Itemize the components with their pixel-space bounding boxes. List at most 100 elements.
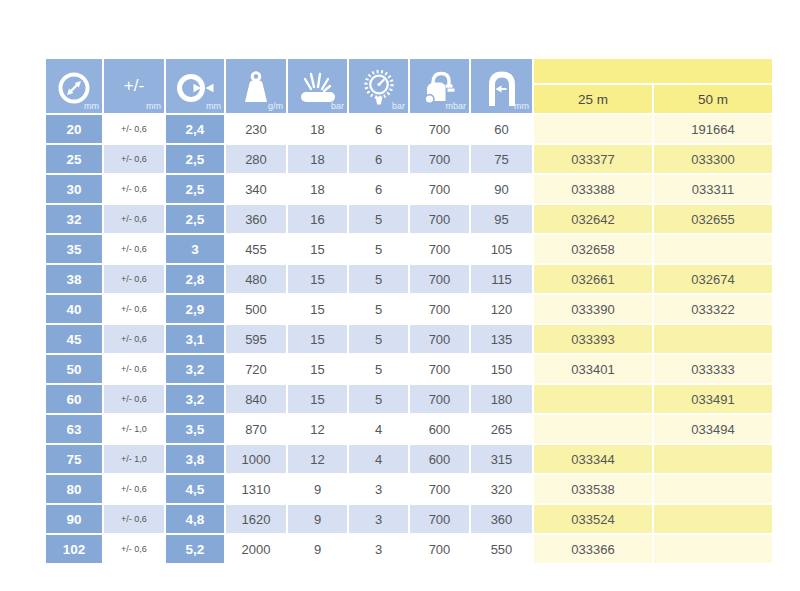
cell-weight: 340 <box>226 175 286 203</box>
cell-vacuum: 700 <box>410 175 469 203</box>
cell-working-pressure: 5 <box>349 265 408 293</box>
table-row: 20+/- 0,62,423018670060191664 <box>46 115 772 143</box>
cell-inner-diameter: 80 <box>46 475 102 503</box>
cell-article-25m: 033366 <box>534 535 652 563</box>
cell-article-25m <box>534 385 652 413</box>
cell-burst-pressure: 18 <box>288 175 347 203</box>
wall-thickness-header: mm <box>166 59 224 113</box>
cell-article-25m: 033524 <box>534 505 652 533</box>
cell-article-50m <box>654 475 772 503</box>
cell-wall-thickness: 5,2 <box>166 535 224 563</box>
table-row: 45+/- 0,63,1595155700135033393 <box>46 325 772 353</box>
cell-wall-thickness: 3 <box>166 235 224 263</box>
cell-tolerance: +/- 1,0 <box>104 445 164 473</box>
cell-article-50m: 032674 <box>654 265 772 293</box>
cell-bend-radius: 75 <box>471 145 532 173</box>
cell-article-25m: 033390 <box>534 295 652 323</box>
cell-article-25m <box>534 415 652 443</box>
cell-wall-thickness: 2,9 <box>166 295 224 323</box>
cell-inner-diameter: 50 <box>46 355 102 383</box>
cell-tolerance: +/- 0,6 <box>104 295 164 323</box>
cell-bend-radius: 60 <box>471 115 532 143</box>
cell-vacuum: 700 <box>410 385 469 413</box>
cell-inner-diameter: 38 <box>46 265 102 293</box>
cell-wall-thickness: 3,2 <box>166 385 224 413</box>
cell-tolerance: +/- 0,6 <box>104 145 164 173</box>
cell-tolerance: +/- 0,6 <box>104 535 164 563</box>
cell-burst-pressure: 9 <box>288 535 347 563</box>
cell-working-pressure: 6 <box>349 115 408 143</box>
cell-working-pressure: 3 <box>349 535 408 563</box>
cell-working-pressure: 5 <box>349 325 408 353</box>
unit-label: mm <box>514 102 529 111</box>
cell-article-25m: 032661 <box>534 265 652 293</box>
cell-vacuum: 700 <box>410 535 469 563</box>
cell-tolerance: +/- 0,6 <box>104 175 164 203</box>
cell-tolerance: +/- 0,6 <box>104 505 164 533</box>
cell-article-25m: 033344 <box>534 445 652 473</box>
cell-vacuum: 700 <box>410 265 469 293</box>
cell-article-25m <box>534 115 652 143</box>
burst-pressure-header: bar <box>288 59 347 113</box>
tolerance-symbol: +/- <box>104 66 164 106</box>
cell-weight: 1310 <box>226 475 286 503</box>
hose-spec-table: mm +/- mm mm <box>44 57 774 565</box>
table-row: 102+/- 0,65,2200093700550033366 <box>46 535 772 563</box>
cell-bend-radius: 90 <box>471 175 532 203</box>
cell-tolerance: +/- 0,6 <box>104 475 164 503</box>
cell-inner-diameter: 30 <box>46 175 102 203</box>
cell-working-pressure: 3 <box>349 505 408 533</box>
cell-article-50m: 033300 <box>654 145 772 173</box>
cell-inner-diameter: 75 <box>46 445 102 473</box>
cell-working-pressure: 5 <box>349 385 408 413</box>
cell-wall-thickness: 4,8 <box>166 505 224 533</box>
table-row: 40+/- 0,62,9500155700120033390033322 <box>46 295 772 323</box>
cell-burst-pressure: 15 <box>288 295 347 323</box>
cell-burst-pressure: 12 <box>288 445 347 473</box>
cell-wall-thickness: 2,4 <box>166 115 224 143</box>
cell-article-25m: 033393 <box>534 325 652 353</box>
cell-bend-radius: 115 <box>471 265 532 293</box>
cell-tolerance: +/- 0,6 <box>104 325 164 353</box>
table-row: 63+/- 1,03,5870124600265033494 <box>46 415 772 443</box>
cell-vacuum: 700 <box>410 115 469 143</box>
cell-article-50m <box>654 235 772 263</box>
cell-bend-radius: 550 <box>471 535 532 563</box>
table-row: 60+/- 0,63,2840155700180033491 <box>46 385 772 413</box>
unit-label: mm <box>84 102 99 111</box>
cell-weight: 595 <box>226 325 286 353</box>
cell-tolerance: +/- 0,6 <box>104 205 164 233</box>
cell-working-pressure: 4 <box>349 415 408 443</box>
table-row: 80+/- 0,64,5131093700320033538 <box>46 475 772 503</box>
cell-article-25m: 033388 <box>534 175 652 203</box>
cell-burst-pressure: 9 <box>288 475 347 503</box>
cell-bend-radius: 150 <box>471 355 532 383</box>
cell-article-50m <box>654 535 772 563</box>
cell-tolerance: +/- 0,6 <box>104 265 164 293</box>
cell-tolerance: +/- 0,6 <box>104 115 164 143</box>
cell-bend-radius: 360 <box>471 505 532 533</box>
cell-inner-diameter: 25 <box>46 145 102 173</box>
unit-label: g/m <box>268 102 283 111</box>
cell-inner-diameter: 60 <box>46 385 102 413</box>
cell-article-25m: 032658 <box>534 235 652 263</box>
cell-article-50m: 033494 <box>654 415 772 443</box>
cell-inner-diameter: 90 <box>46 505 102 533</box>
cell-article-25m: 033401 <box>534 355 652 383</box>
cell-burst-pressure: 18 <box>288 145 347 173</box>
cell-article-50m: 033491 <box>654 385 772 413</box>
cell-weight: 840 <box>226 385 286 413</box>
cell-article-50m: 032655 <box>654 205 772 233</box>
table-row: 38+/- 0,62,8480155700115032661032674 <box>46 265 772 293</box>
page: mm +/- mm mm <box>0 0 800 591</box>
cell-article-50m: 033311 <box>654 175 772 203</box>
length-column-25m: 25 m <box>534 85 652 113</box>
cell-wall-thickness: 2,8 <box>166 265 224 293</box>
cell-weight: 870 <box>226 415 286 443</box>
cell-inner-diameter: 20 <box>46 115 102 143</box>
cell-bend-radius: 180 <box>471 385 532 413</box>
cell-weight: 500 <box>226 295 286 323</box>
cell-bend-radius: 265 <box>471 415 532 443</box>
cell-article-50m: 033322 <box>654 295 772 323</box>
cell-wall-thickness: 3,1 <box>166 325 224 353</box>
